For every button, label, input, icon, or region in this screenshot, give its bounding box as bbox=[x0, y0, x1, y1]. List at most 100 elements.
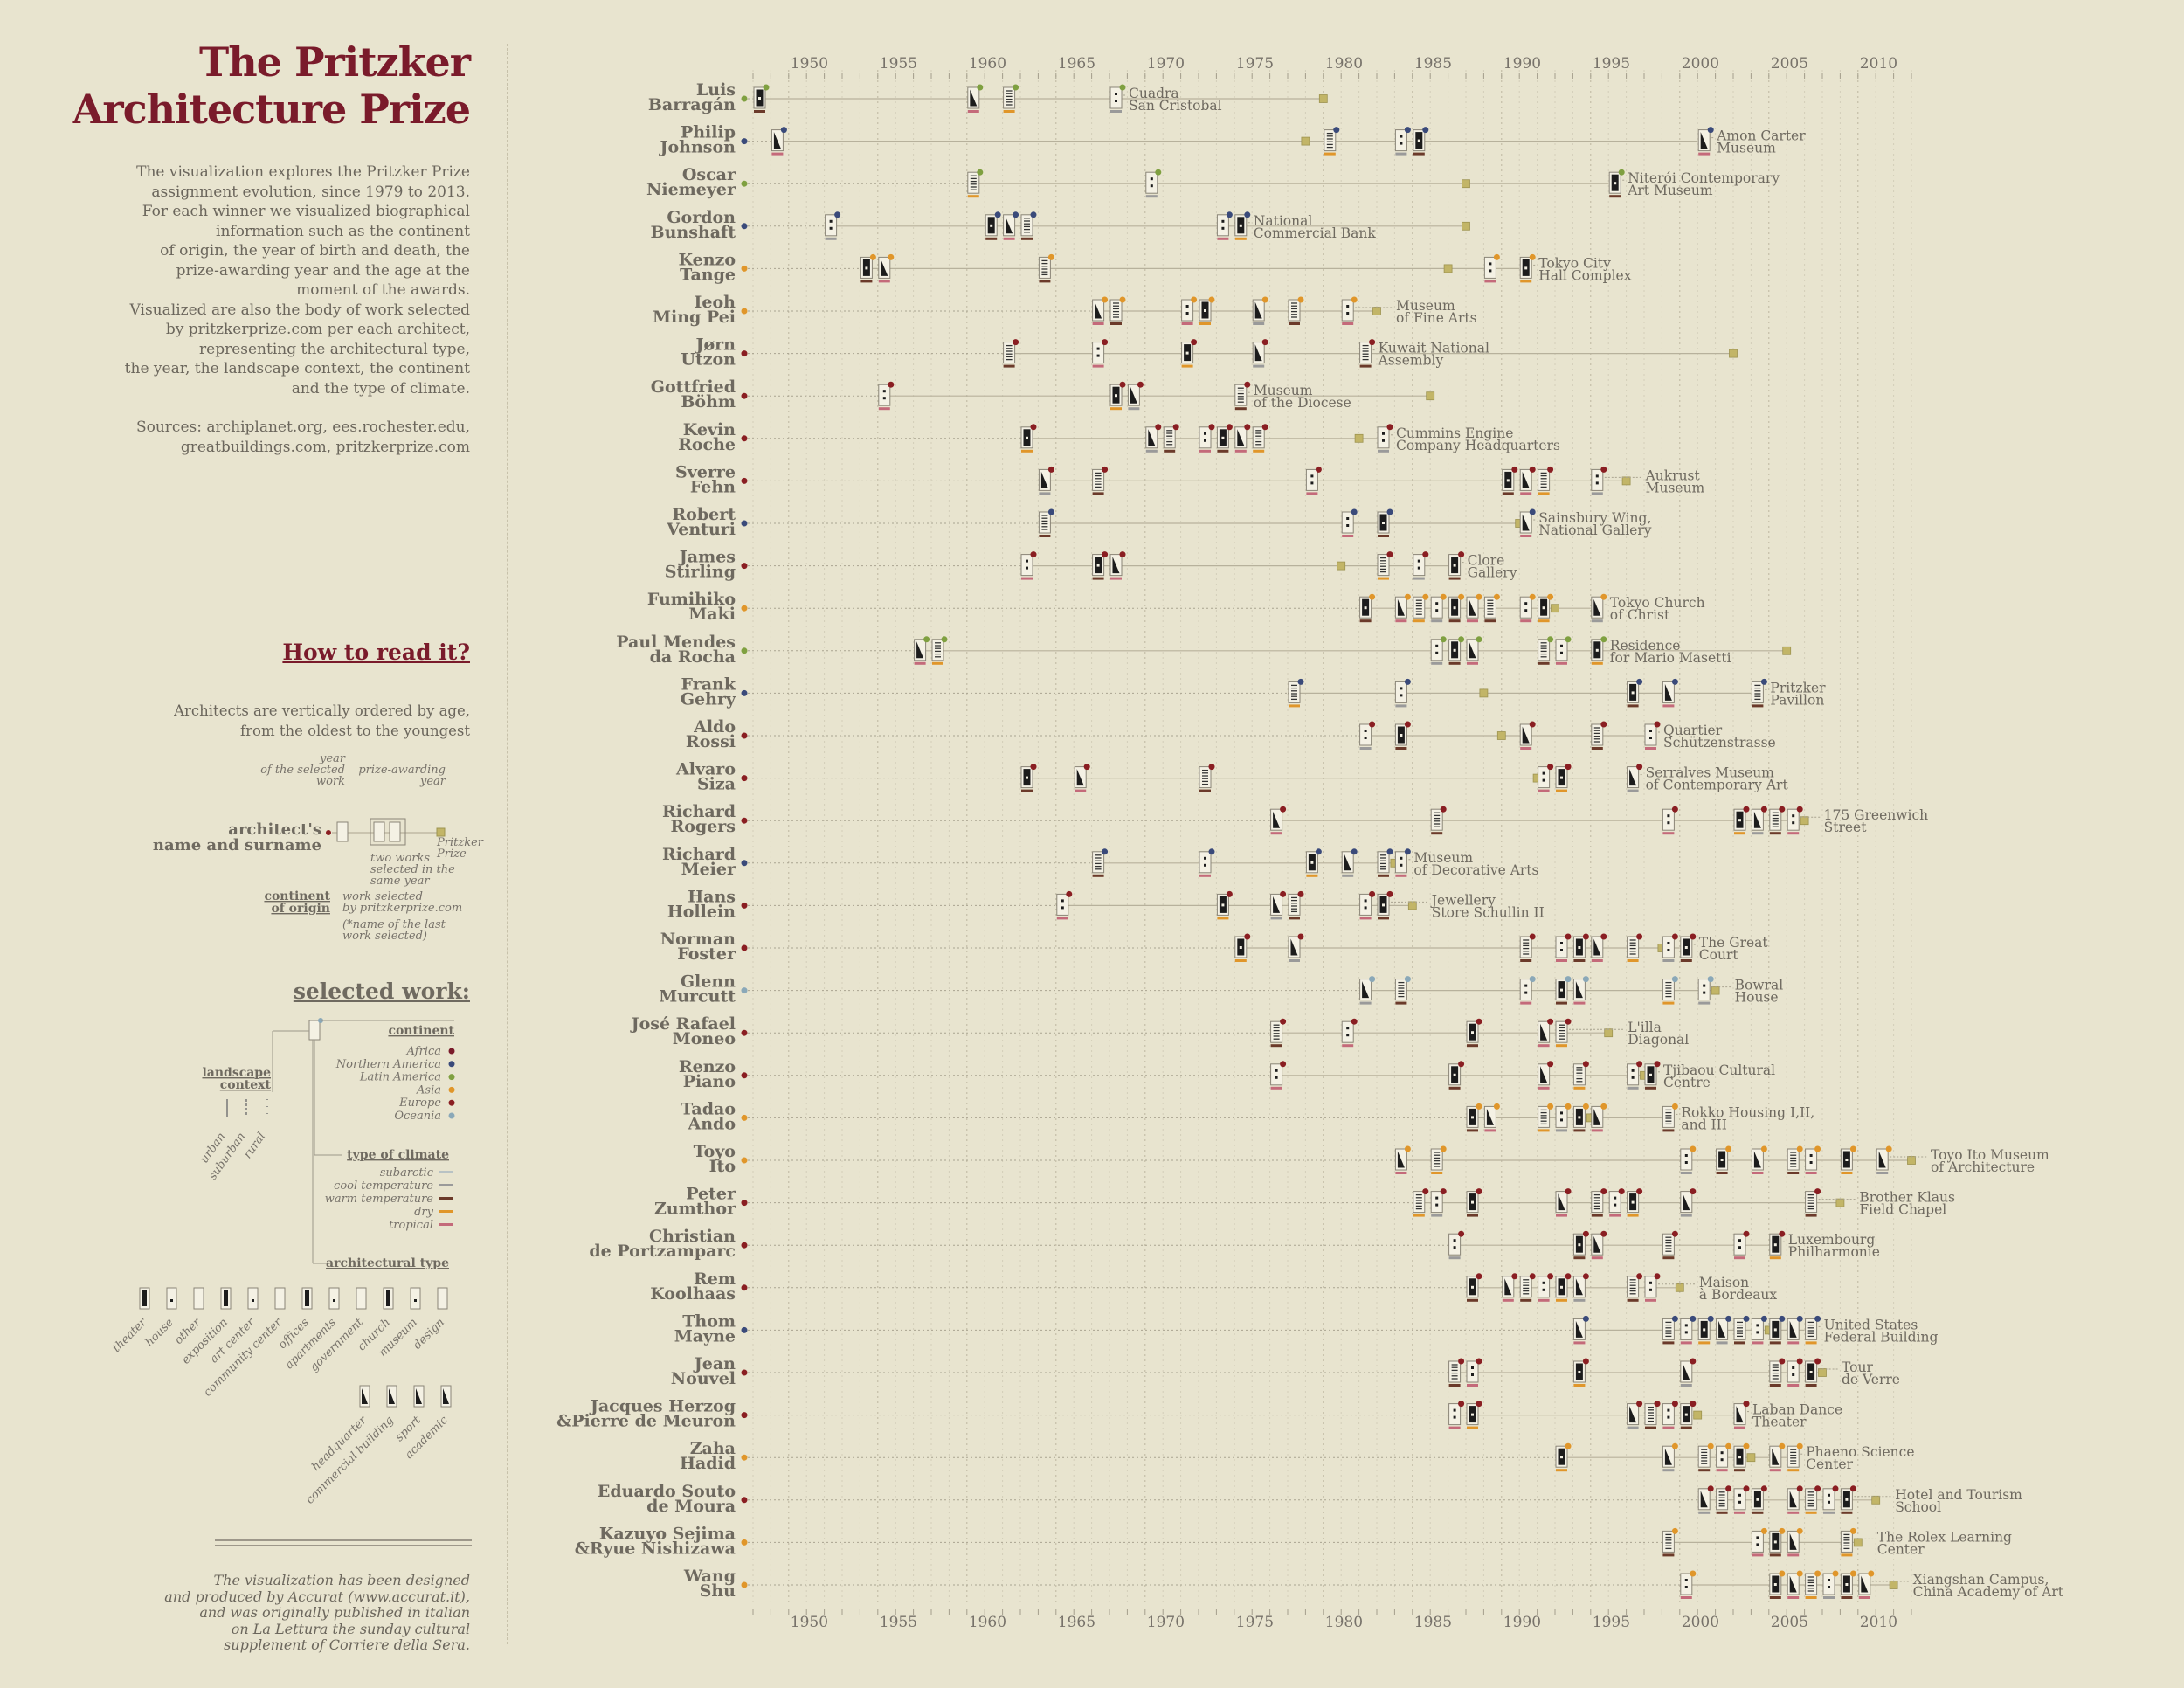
work-frame bbox=[1413, 596, 1426, 619]
work-glyph bbox=[1680, 933, 1697, 962]
climate-bar bbox=[878, 280, 890, 283]
work-continent-dot bbox=[1458, 551, 1465, 558]
climate-bar bbox=[1199, 449, 1211, 453]
climate-bar bbox=[1039, 280, 1051, 283]
climate-bar bbox=[1662, 959, 1675, 962]
work-glyph bbox=[1662, 1315, 1678, 1345]
work-dot bbox=[1828, 1493, 1830, 1497]
work-continent-dot bbox=[1671, 1315, 1678, 1322]
work-fill bbox=[970, 89, 978, 107]
work-frame bbox=[1394, 851, 1407, 874]
work-continent-dot bbox=[1369, 890, 1376, 897]
work-continent-dot bbox=[1707, 1485, 1714, 1492]
climate-bar bbox=[1787, 832, 1800, 835]
climate-bar bbox=[1556, 1129, 1567, 1132]
climate-bar bbox=[1039, 492, 1051, 495]
work-dot bbox=[1364, 730, 1367, 732]
work-frame bbox=[1840, 1530, 1853, 1553]
last-work-label: Tjibaou Cultural bbox=[1663, 1062, 1775, 1078]
work-frame bbox=[1377, 554, 1390, 577]
climate-bar bbox=[1573, 1129, 1586, 1132]
work-continent-dot bbox=[1529, 721, 1536, 728]
continent-legend-label: Asia bbox=[416, 1083, 441, 1097]
work-glyph bbox=[1627, 764, 1643, 792]
work-frame bbox=[1145, 171, 1158, 194]
work-frame bbox=[1787, 1148, 1800, 1171]
work-continent-dot bbox=[1386, 890, 1393, 897]
work-glyph bbox=[1538, 1061, 1554, 1090]
prize-marker bbox=[1604, 1028, 1614, 1038]
climate-bar bbox=[1270, 1044, 1282, 1048]
continent-dot bbox=[741, 944, 748, 951]
work-continent-dot bbox=[1565, 933, 1572, 940]
work-dot bbox=[1221, 219, 1225, 223]
last-work-label: Commercial Bank bbox=[1254, 225, 1377, 241]
work-glyph bbox=[1092, 848, 1109, 877]
work-continent-dot bbox=[1440, 1188, 1447, 1195]
work-continent-dot bbox=[1013, 211, 1019, 218]
x-tick-label-top: 1975 bbox=[1236, 55, 1274, 73]
work-fill bbox=[1273, 811, 1281, 828]
work-continent-dot bbox=[1547, 466, 1554, 473]
work-frame bbox=[1538, 639, 1551, 661]
work-dot bbox=[1400, 135, 1403, 138]
climate-bar bbox=[1431, 661, 1443, 665]
work-window bbox=[1239, 224, 1242, 227]
climate-bar bbox=[1253, 449, 1265, 453]
work-dot bbox=[1435, 1203, 1439, 1207]
architect-name-line: Peter bbox=[686, 1185, 736, 1204]
work-glyph bbox=[1572, 1230, 1589, 1260]
work-continent-dot bbox=[1671, 1527, 1678, 1534]
work-glyph bbox=[771, 127, 787, 156]
architect-name-line: Maki bbox=[688, 605, 736, 624]
work-fill bbox=[881, 259, 888, 276]
continent-dot bbox=[741, 1497, 748, 1504]
landscape-legend-title: landscape bbox=[202, 1066, 271, 1080]
work-window bbox=[1560, 776, 1563, 779]
architect-name-line: Niemeyer bbox=[646, 180, 736, 199]
work-window bbox=[1471, 1413, 1474, 1416]
work-continent-dot bbox=[1600, 1188, 1607, 1195]
work-glyph bbox=[1840, 1485, 1856, 1514]
work-continent-dot bbox=[1226, 424, 1233, 431]
work-fill bbox=[1486, 1108, 1494, 1125]
work-fill bbox=[1095, 301, 1102, 319]
work-fill bbox=[916, 641, 924, 659]
work-continent-dot bbox=[1476, 1188, 1482, 1195]
work-frame bbox=[1305, 468, 1318, 491]
work-window bbox=[1595, 648, 1599, 652]
work-dot bbox=[1649, 1281, 1652, 1284]
climate-bar bbox=[1645, 1426, 1656, 1429]
work-window bbox=[1382, 903, 1385, 907]
work-continent-dot bbox=[1796, 1145, 1803, 1152]
work-continent-dot bbox=[1476, 1103, 1482, 1110]
work-frame bbox=[1538, 468, 1551, 491]
work-continent-dot bbox=[1066, 890, 1073, 897]
work-glyph bbox=[1413, 1188, 1429, 1217]
continent-dot bbox=[741, 392, 748, 399]
climate-bar bbox=[1662, 1256, 1675, 1260]
work-dot bbox=[1738, 1500, 1741, 1504]
architect-name-line: Moneo bbox=[673, 1029, 736, 1048]
work-glyph bbox=[1805, 1145, 1821, 1174]
work-glyph bbox=[1555, 636, 1572, 665]
work-dot bbox=[1792, 821, 1795, 825]
continent-dot bbox=[741, 1072, 748, 1079]
architect-name-line: Zumthor bbox=[654, 1200, 736, 1219]
last-work-label: L'illa bbox=[1628, 1020, 1662, 1035]
work-glyph bbox=[1234, 424, 1251, 453]
intro-line: moment of the awards. bbox=[296, 281, 470, 299]
continent-legend-dot bbox=[448, 1061, 455, 1068]
last-work-label: China Academy of Art bbox=[1913, 1584, 2064, 1600]
last-work-label: Schützenstrasse bbox=[1663, 735, 1776, 751]
work-glyph bbox=[1787, 1358, 1803, 1387]
work-frame bbox=[1483, 256, 1496, 279]
last-work-label: Bowral bbox=[1735, 978, 1784, 993]
work-continent-dot bbox=[1244, 933, 1251, 940]
work-window bbox=[1453, 1073, 1456, 1076]
work-continent-dot bbox=[1030, 424, 1037, 431]
work-glyph bbox=[1020, 211, 1037, 240]
